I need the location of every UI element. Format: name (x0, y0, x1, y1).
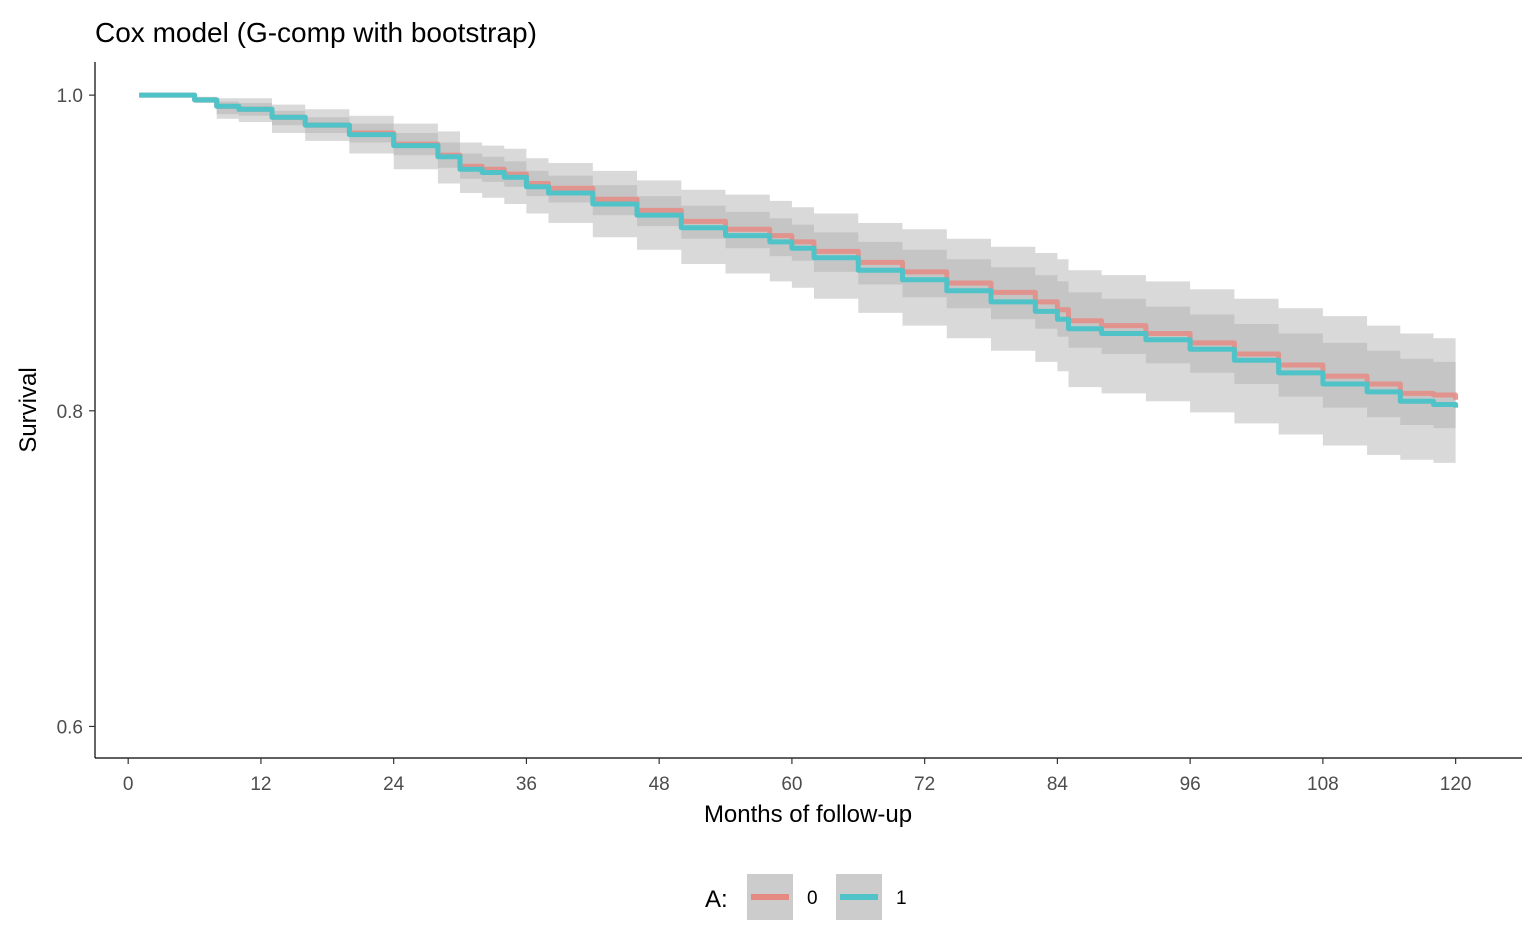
x-tick-label: 120 (1440, 774, 1472, 795)
y-tick-label: 0.6 (57, 717, 83, 738)
y-tick-label: 1.0 (57, 86, 83, 107)
lines-layer (139, 92, 1459, 408)
legend-label-1: 1 (896, 888, 907, 909)
y-ticks: 0.6 0.8 1.0 (57, 86, 95, 738)
ribbon-series-1 (139, 95, 1456, 465)
x-tick-label: 36 (516, 774, 537, 795)
x-tick-label: 108 (1307, 774, 1339, 795)
ribbon-series-0 (139, 95, 1456, 432)
x-tick-label: 60 (781, 774, 802, 795)
chart-title: Cox model (G-comp with bootstrap) (95, 17, 537, 48)
x-tick-label: 72 (914, 774, 935, 795)
x-tick-label: 84 (1047, 774, 1069, 795)
x-tick-label: 96 (1180, 774, 1201, 795)
x-tick-label: 12 (250, 774, 271, 795)
y-tick-label: 0.8 (57, 402, 83, 423)
x-axis-title: Months of follow-up (704, 801, 912, 828)
legend-title: A: (705, 886, 728, 913)
x-tick-label: 48 (649, 774, 670, 795)
legend: A: 0 1 (705, 874, 907, 920)
ribbons-layer (139, 95, 1456, 465)
legend-label-0: 0 (807, 888, 818, 909)
x-tick-label: 0 (123, 774, 134, 795)
x-tick-label: 24 (383, 774, 405, 795)
line-series-1 (139, 92, 1459, 408)
x-ticks: 0 12 24 36 48 60 72 84 96 108 120 (123, 758, 1472, 795)
y-axis-title: Survival (15, 367, 42, 452)
